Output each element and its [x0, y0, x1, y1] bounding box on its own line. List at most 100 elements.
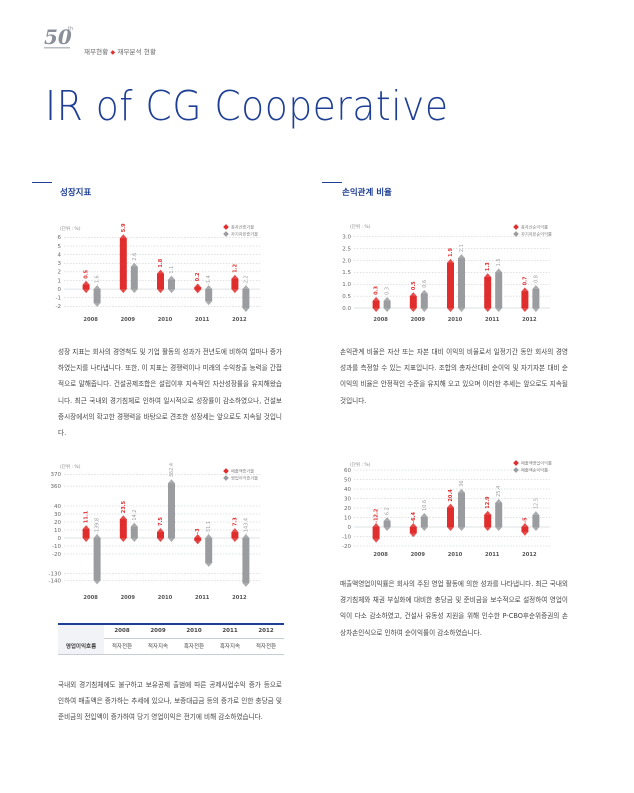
- bar-series-1: [447, 507, 454, 527]
- bar-cap: [409, 523, 417, 531]
- y-tick-label: 60: [344, 468, 351, 474]
- x-tick-label: 2012: [232, 595, 247, 601]
- data-label: -6.4: [411, 512, 417, 523]
- y-tick-label: -140: [49, 578, 62, 584]
- profit-description: 손익관계 비율은 자산 또는 자본 대비 이익의 비율로서 일정기간 동안 회사…: [340, 348, 568, 405]
- bar-cap: [119, 234, 127, 243]
- bar-cap: [458, 488, 465, 497]
- legend-label: 자기자본순이익률: [521, 231, 552, 238]
- data-label: -1.4: [206, 275, 212, 285]
- data-label: 6.2: [385, 507, 391, 515]
- data-label: -12.2: [374, 508, 380, 523]
- bar-cap: [231, 534, 239, 542]
- sales-chart-svg: (단위 : %)370360403020100-10-20-130-140매출액…: [49, 463, 260, 601]
- x-tick-label: 2008: [373, 552, 388, 558]
- margin-description: 매출액영업이익률은 회사의 주된 영업 활동에 의한 성과를 나타냅니다. 최근…: [340, 580, 568, 637]
- data-label: 2.1: [459, 244, 465, 252]
- data-label: 1.2: [232, 263, 238, 272]
- data-label: 23.5: [121, 500, 127, 513]
- bar-cap: [447, 304, 454, 312]
- data-label: 7.3: [232, 517, 238, 526]
- fiftieth-anniversary-logo: 50 th: [44, 25, 73, 49]
- bar-series-1: [521, 291, 529, 308]
- data-label: 0.3: [374, 285, 380, 294]
- bar-cap: [532, 523, 540, 531]
- bar-cap: [495, 304, 503, 312]
- y-tick-label: 20: [54, 520, 61, 526]
- y-tick-label: 5: [58, 244, 62, 250]
- y-tick-label: 0.0: [342, 306, 351, 312]
- bar-cap: [82, 280, 90, 289]
- bar-cap: [194, 536, 202, 545]
- y-tick-label: 4: [58, 252, 62, 258]
- bar-cap: [372, 304, 380, 312]
- bar-cap: [521, 287, 529, 296]
- x-tick-label: 2012: [232, 317, 247, 323]
- bar-cap: [82, 525, 90, 534]
- bar-series-1: [157, 273, 164, 290]
- bar-cap: [372, 534, 380, 543]
- data-label: 36: [459, 480, 465, 486]
- bar-cap: [130, 285, 138, 294]
- data-label: -3: [195, 528, 201, 534]
- bar-cap: [372, 523, 380, 531]
- bar-series-2: [495, 272, 503, 308]
- x-tick-label: 2008: [83, 595, 98, 601]
- bar-series-2: [458, 258, 465, 308]
- table-cell: 흑자지속: [219, 644, 241, 650]
- bar-series-2: [168, 279, 175, 290]
- breadcrumb-parent[interactable]: 재무현황: [84, 48, 109, 56]
- growth-description: 성장 지표는 회사의 경영척도 및 기업 활동의 성과가 전년도에 비하여 얼마…: [58, 348, 282, 438]
- bar-series-1: [484, 277, 492, 308]
- bar-cap: [168, 479, 175, 488]
- bar-cap: [458, 304, 465, 312]
- profit-chart-svg: (단위 : %) 3.0 2.5 2.0 1.5 1.0 0.5 0.0 총자산순이익률자기자본…: [342, 223, 552, 323]
- y-tick-label: 10: [54, 528, 61, 534]
- bar-series-2: [205, 538, 213, 563]
- legend-label: 총자산순이익률: [521, 224, 548, 231]
- bar-series-2: [495, 502, 503, 527]
- legend-marker: [513, 460, 519, 466]
- svg-text:50: 50: [44, 25, 72, 49]
- bar-cap: [205, 285, 213, 294]
- y-tick-label: 2: [58, 270, 62, 276]
- x-tick-label: 2011: [485, 552, 500, 558]
- bar-series-1: [447, 262, 454, 308]
- breadcrumb: 재무현황 ◆ 재무분석 현황: [84, 46, 156, 56]
- bar-cap: [205, 297, 213, 306]
- data-label: 14.2: [132, 509, 138, 520]
- data-label: 0.2: [195, 272, 201, 281]
- chart-sales: (단위 : %) 370 360 40 30 20 10 0 -10 -20 -130 -140 매출액…: [40, 462, 280, 611]
- table-header: 2011: [212, 624, 248, 639]
- legend-label: 매출액영업이익률: [521, 460, 552, 467]
- bar-series-2: [130, 526, 138, 538]
- data-label: 0.7: [522, 276, 528, 285]
- bar-cap: [521, 523, 529, 531]
- breadcrumb-current[interactable]: 재무분석 현황: [117, 48, 157, 56]
- x-tick-label: 2009: [411, 317, 426, 323]
- bar-cap: [93, 534, 101, 542]
- table-header: 2008: [104, 624, 140, 639]
- section-rule: [32, 182, 52, 183]
- y-tick-label: 1.5: [342, 270, 351, 276]
- data-label: 362.4: [169, 463, 175, 477]
- data-label: 25.4: [496, 486, 502, 497]
- op-profit-table: 2008 2009 2010 2011 2012 영업이익호름 적자전환 적자지…: [58, 623, 284, 655]
- bar-series-2: [93, 538, 101, 581]
- bar-cap: [484, 510, 492, 519]
- bar-cap: [168, 285, 175, 294]
- unit-label: (단위 : %): [350, 461, 371, 468]
- section-title-profit: 손익관계 비율: [342, 188, 392, 198]
- bar-cap: [93, 298, 101, 307]
- y-tick-label: 40: [54, 504, 61, 510]
- data-label: 1.3: [485, 262, 491, 271]
- data-label: -31.1: [206, 521, 212, 534]
- bar-cap: [383, 304, 391, 312]
- chart-margin: (단위 : %) 60 50 40 30 20 10 0 -10 -20 매출액영업이익률 매출액순이…: [330, 458, 570, 572]
- bar-series-2: [168, 483, 175, 538]
- bar-series-2: [420, 293, 428, 308]
- legend-label: 매출액증가율: [231, 468, 254, 475]
- data-label: 11.1: [84, 510, 90, 523]
- table-header: 2010: [176, 624, 212, 639]
- data-label: -1.6: [95, 275, 101, 285]
